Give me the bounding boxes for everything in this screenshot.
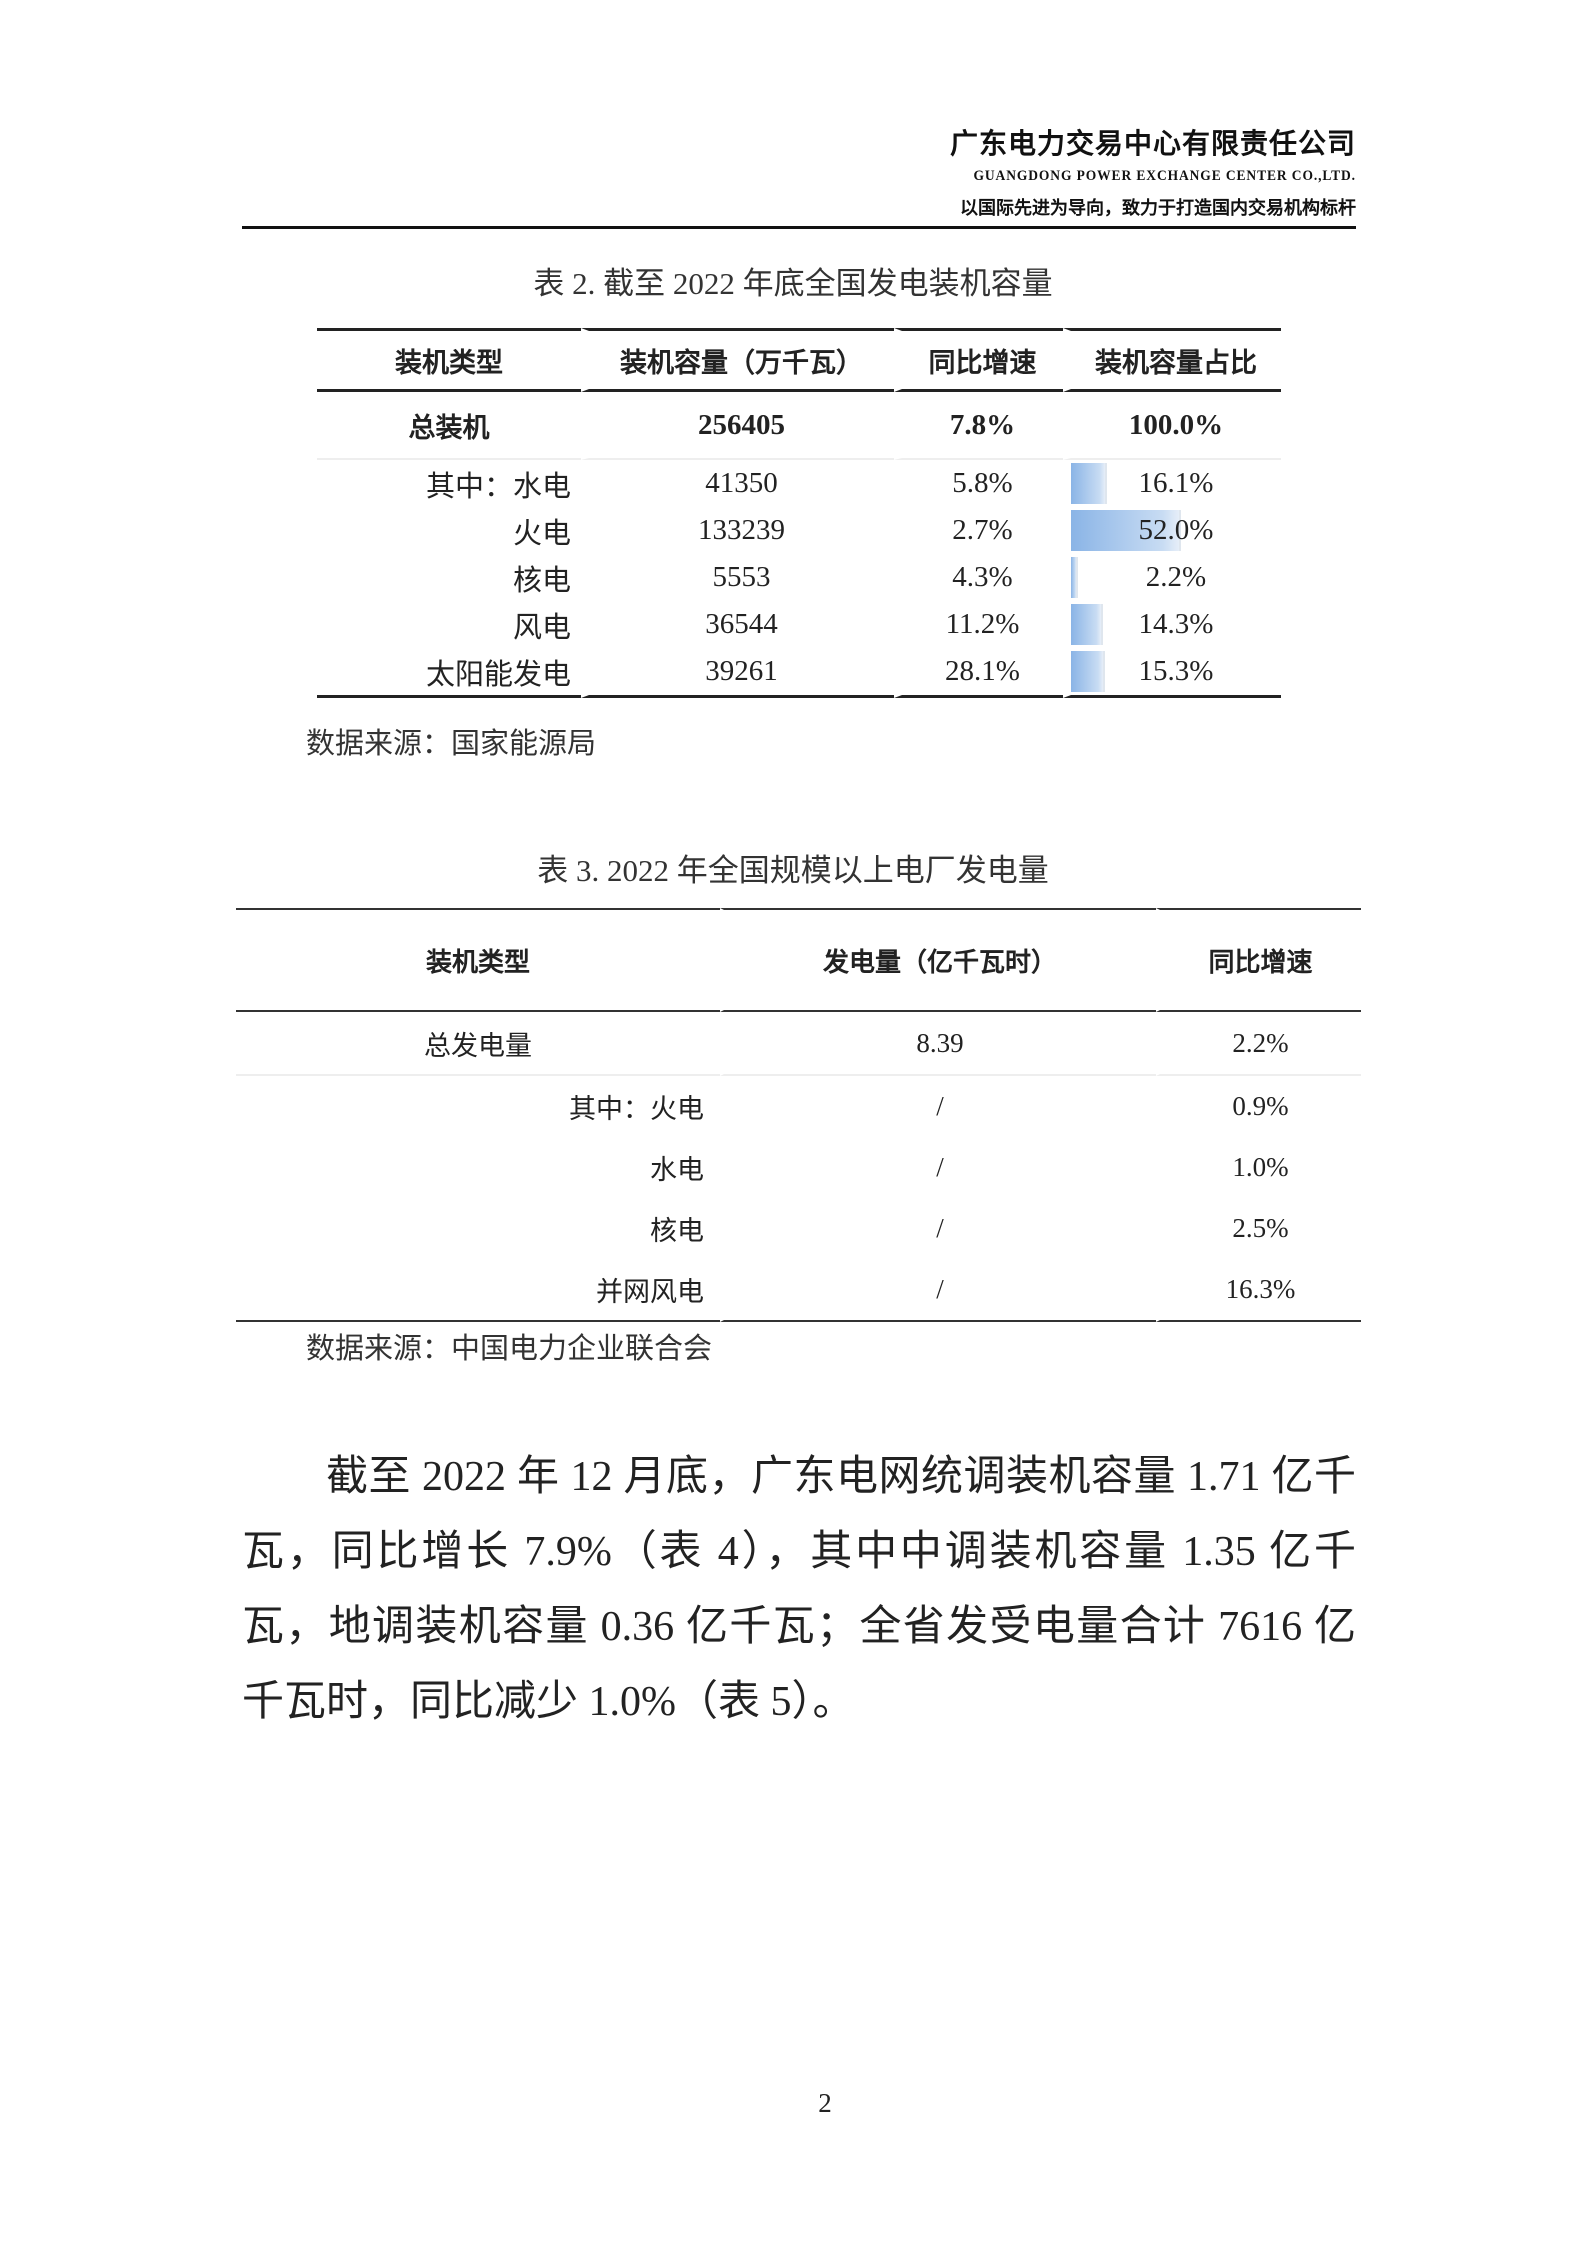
table3-total-row: 总发电量 8.39 2.2% <box>236 1012 1361 1076</box>
company-name: 广东电力交易中心有限责任公司 <box>949 127 1356 160</box>
share-value: 52.0% <box>1138 514 1214 546</box>
company-slogan: 以国际先进为导向，致力于打造国内交易机构标杆 <box>960 198 1356 219</box>
cell-share: 16.1% <box>1063 460 1281 507</box>
cell-capacity: 5553 <box>581 554 894 601</box>
table2-row: 核电 5553 4.3% 2.2% <box>317 554 1281 601</box>
share-value: 16.1% <box>1138 467 1214 499</box>
table3-header: 装机类型 <box>236 908 720 1012</box>
share-value: 2.2% <box>1145 561 1207 593</box>
cell-generation: / <box>720 1198 1156 1259</box>
cell-type: 并网风电 <box>236 1259 720 1322</box>
table2-header: 同比增速 <box>894 328 1063 392</box>
cell-type: 总发电量 <box>236 1012 720 1076</box>
cell-share: 15.3% <box>1063 648 1281 698</box>
cell-generation: 8.39 <box>720 1012 1156 1076</box>
cell-type: 总装机 <box>317 392 581 460</box>
cell-growth: 2.2% <box>1156 1012 1361 1076</box>
cell-growth: 2.7% <box>894 507 1063 554</box>
table3-caption: 表 3. 2022 年全国规模以上电厂发电量 <box>537 853 1049 888</box>
share-bar <box>1071 651 1105 692</box>
cell-share: 52.0% <box>1063 507 1281 554</box>
share-value: 15.3% <box>1138 655 1214 687</box>
cell-share: 14.3% <box>1063 601 1281 648</box>
table2-row: 火电 133239 2.7% 52.0% <box>317 507 1281 554</box>
share-bar <box>1071 604 1103 645</box>
cell-type: 火电 <box>512 517 571 550</box>
table3-source: 数据来源：中国电力企业联合会 <box>306 1333 713 1365</box>
table2-row: 风电 36544 11.2% 14.3% <box>317 601 1281 648</box>
table3-header: 同比增速 <box>1156 908 1361 1012</box>
cell-type: 核电 <box>512 564 571 597</box>
cell-growth: 2.5% <box>1156 1198 1361 1259</box>
cell-share: 2.2% <box>1063 554 1281 601</box>
cell-capacity: 41350 <box>581 460 894 507</box>
table2-caption: 表 2. 截至 2022 年底全国发电装机容量 <box>533 266 1053 301</box>
cell-type: 太阳能发电 <box>317 648 581 698</box>
table2-row: 太阳能发电 39261 28.1% 15.3% <box>317 648 1281 698</box>
cell-generation: / <box>720 1076 1156 1137</box>
cell-growth: 1.0% <box>1156 1137 1361 1198</box>
share-value: 14.3% <box>1138 608 1214 640</box>
header-rule <box>242 226 1356 229</box>
cell-growth: 16.3% <box>1156 1259 1361 1322</box>
table3: 装机类型 发电量（亿千瓦时） 同比增速 总发电量 8.39 2.2% 其中：火电… <box>236 908 1361 1322</box>
cell-growth: 11.2% <box>894 601 1063 648</box>
table2-total-row: 总装机 256405 7.8% 100.0% <box>317 392 1281 460</box>
table3-row: 并网风电 / 16.3% <box>236 1259 1361 1322</box>
cell-share: 100.0% <box>1063 392 1281 460</box>
body-paragraph: 截至 2022 年 12 月底，广东电网统调装机容量 1.71 亿千瓦，同比增长… <box>242 1454 1356 1725</box>
cell-capacity: 256405 <box>581 392 894 460</box>
page-number: 2 <box>818 2088 832 2118</box>
table2: 装机类型 装机容量（万千瓦） 同比增速 装机容量占比 总装机 256405 7.… <box>317 328 1281 698</box>
cell-generation: / <box>720 1259 1156 1322</box>
cell-capacity: 39261 <box>581 648 894 698</box>
cell-growth: 28.1% <box>894 648 1063 698</box>
table2-header: 装机类型 <box>317 328 581 392</box>
company-name-en: GUANGDONG POWER EXCHANGE CENTER CO.,LTD. <box>973 168 1356 184</box>
table2-row: 其中：水电 41350 5.8% 16.1% <box>317 460 1281 507</box>
cell-type: 其中：火电 <box>569 1094 704 1124</box>
cell-type: 核电 <box>650 1216 704 1246</box>
table3-row: 核电 / 2.5% <box>236 1198 1361 1259</box>
cell-growth: 5.8% <box>894 460 1063 507</box>
cell-capacity: 36544 <box>581 601 894 648</box>
cell-growth: 0.9% <box>1156 1076 1361 1137</box>
share-bar <box>1071 557 1078 598</box>
cell-type: 其中：水电 <box>425 470 571 503</box>
cell-capacity: 133239 <box>581 507 894 554</box>
cell-type: 水电 <box>650 1155 704 1185</box>
share-bar <box>1071 510 1182 551</box>
share-bar <box>1071 463 1107 504</box>
table2-header: 装机容量占比 <box>1063 328 1281 392</box>
cell-growth: 4.3% <box>894 554 1063 601</box>
cell-growth: 7.8% <box>894 392 1063 460</box>
cell-generation: / <box>720 1137 1156 1198</box>
table3-row: 水电 / 1.0% <box>236 1137 1361 1198</box>
table3-row: 其中：火电 / 0.9% <box>236 1076 1361 1137</box>
table3-header: 发电量（亿千瓦时） <box>720 908 1156 1012</box>
cell-type: 风电 <box>512 611 571 644</box>
table2-source: 数据来源：国家能源局 <box>306 728 597 760</box>
table2-header: 装机容量（万千瓦） <box>581 328 894 392</box>
